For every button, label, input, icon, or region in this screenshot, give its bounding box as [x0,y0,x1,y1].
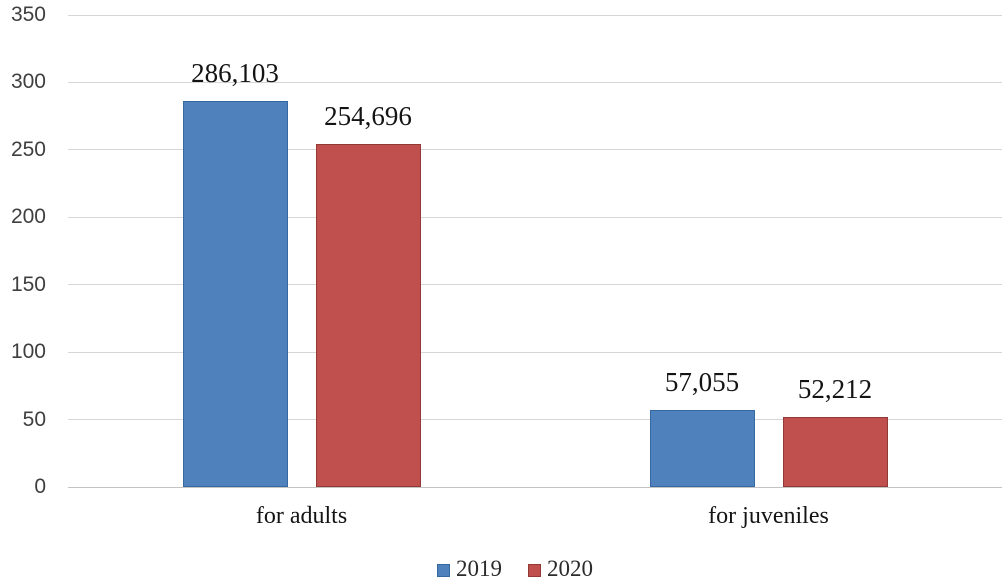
legend-swatch-2019 [437,563,450,577]
gridline [68,81,1002,83]
bar-value-label: 57,055 [664,367,740,398]
bar-for-adults-2019 [182,101,288,487]
gridline [68,351,1002,353]
bar-for-adults-2020 [315,143,421,487]
legend-label: 2020 [547,556,593,581]
y-axis-tick-label: 100 [10,340,46,364]
bar-value-label: 254,696 [324,100,412,131]
y-axis-tick-label: 200 [10,205,46,229]
x-axis-category-label: for juveniles [708,503,829,529]
bar-for-juveniles-2020 [782,416,888,487]
bar-value-label: 286,103 [191,58,279,89]
legend: 2019 2020 [0,552,1004,586]
legend-item-2019: 2019 [437,554,502,584]
gridline [68,149,1002,151]
bar-value-label: 52,212 [797,373,873,404]
gridline [68,419,1002,421]
legend-swatch-2020 [528,563,541,577]
gridline [68,14,1002,16]
bar-for-juveniles-2019 [649,410,755,487]
y-axis-tick-label: 50 [22,407,46,431]
x-axis-line [68,486,1002,488]
x-axis-category-label: for adults [255,503,348,529]
legend-label: 2019 [456,556,502,581]
y-axis-tick-label: 300 [10,70,46,94]
y-axis-tick-label: 0 [34,475,46,498]
legend-item-2020: 2020 [528,554,593,584]
y-axis-tick-label: 250 [10,137,46,161]
gridline [68,284,1002,286]
y-axis-tick-label: 350 [10,3,46,26]
y-axis-tick-label: 150 [10,272,46,296]
gridline [68,216,1002,218]
